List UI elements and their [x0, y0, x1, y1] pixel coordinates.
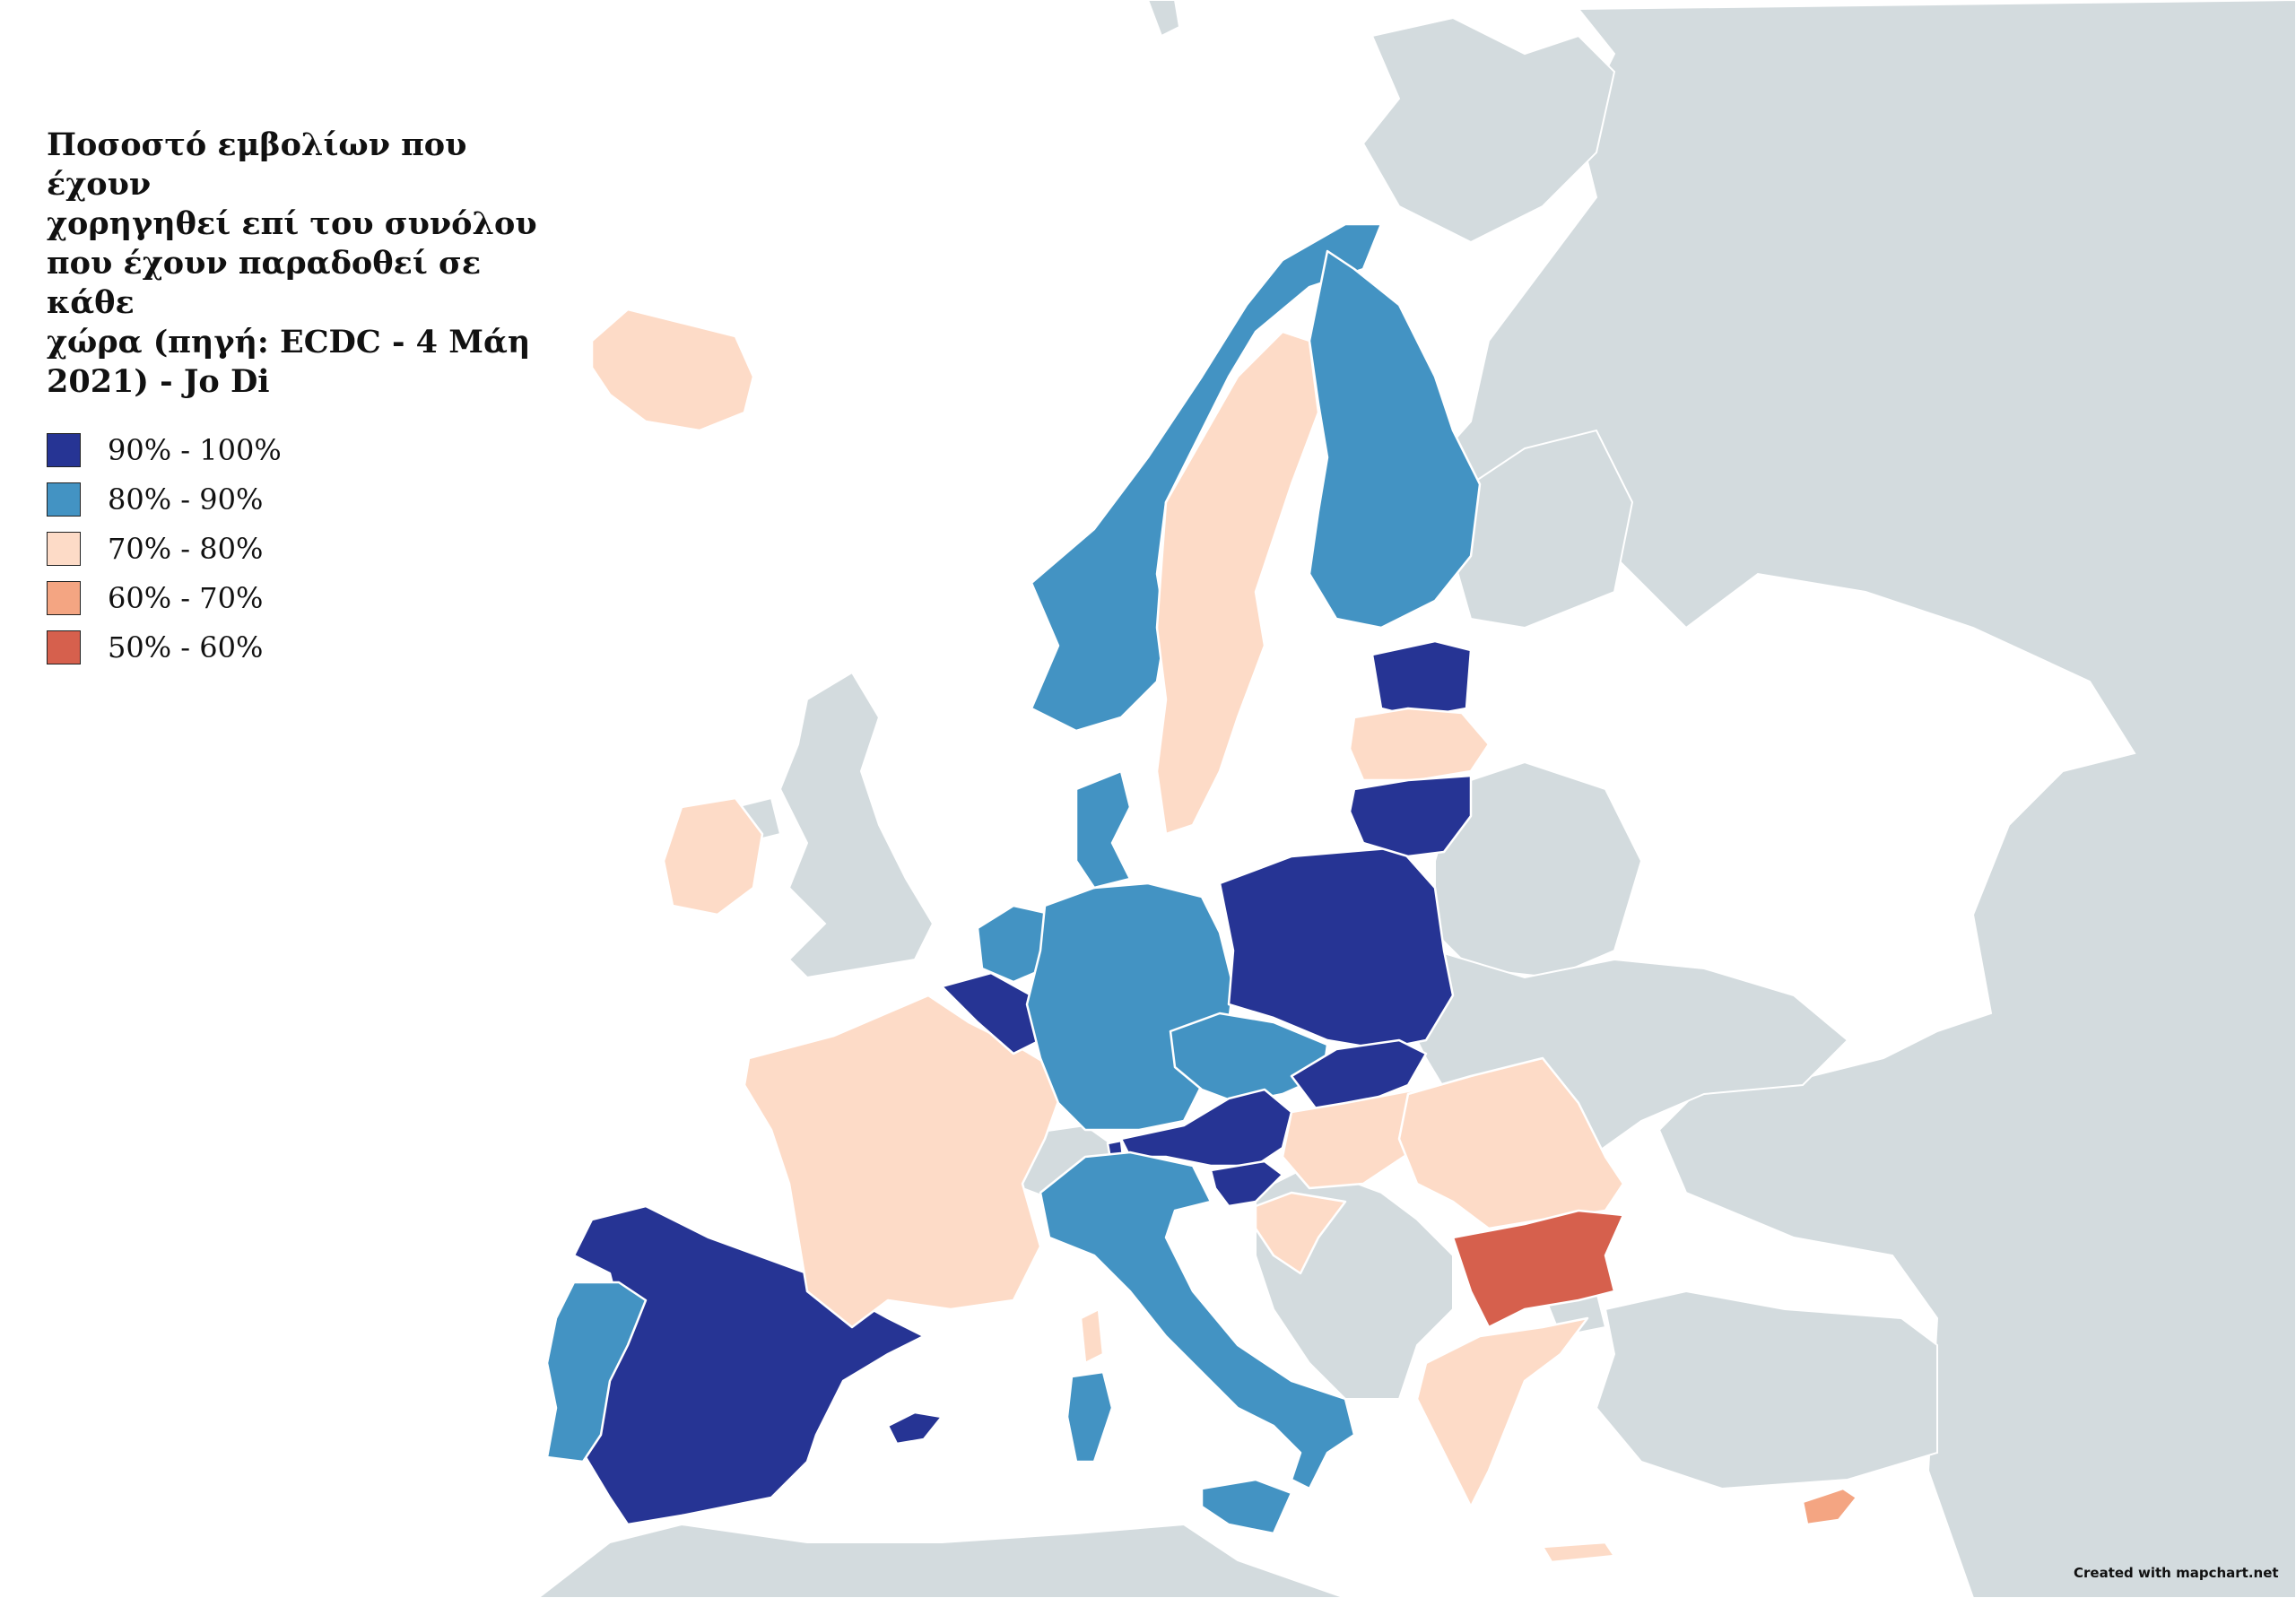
country-lithuania [1348, 774, 1473, 858]
country-sweden [1155, 330, 1320, 836]
country-ireland [662, 796, 764, 916]
map-title: Ποσοστό εμβολίων που έχουν χορηγηθεί επί… [47, 126, 537, 400]
legend-swatch [47, 482, 81, 517]
legend-swatch [47, 531, 81, 566]
kola-karelia [1361, 16, 1616, 244]
country-estonia [1370, 639, 1473, 719]
legend-item: 90% - 100% [47, 425, 549, 474]
country-france-corsica [1079, 1307, 1105, 1365]
no-data-land [536, 0, 2296, 1598]
legend-label: 50% - 60% [108, 630, 264, 664]
country-italy [1039, 1151, 1356, 1490]
country-denmark [1074, 769, 1132, 890]
country-italy-sardinia [1065, 1370, 1114, 1463]
legend-label: 70% - 80% [108, 531, 264, 566]
country-portugal [545, 1281, 648, 1463]
legend-item: 70% - 80% [47, 524, 549, 573]
country-greece [1415, 1316, 1589, 1508]
turkey [1595, 1290, 1938, 1490]
credit-text: Created with mapchart.net [2074, 1565, 2279, 1581]
country-spain-balearic [886, 1411, 944, 1446]
country-cyprus [1801, 1487, 1858, 1526]
legend-swatch [47, 432, 81, 467]
legend: Ποσοστό εμβολίων που έχουν χορηγηθεί επί… [47, 126, 549, 672]
legend-label: 80% - 90% [108, 482, 264, 517]
great-britain [778, 671, 935, 979]
legend-item: 50% - 60% [47, 622, 549, 672]
countries [545, 222, 1858, 1564]
country-slovenia [1209, 1159, 1284, 1208]
country-greece-crete [1541, 1541, 1616, 1564]
country-romania [1397, 1056, 1625, 1230]
legend-items: 90% - 100% 80% - 90% 70% - 80% 60% - 70%… [47, 425, 549, 672]
russia-baltic-region [1451, 429, 1634, 630]
country-croatia [1254, 1191, 1347, 1275]
svalbard-ish [1146, 0, 1181, 38]
legend-swatch [47, 630, 81, 664]
legend-swatch [47, 580, 81, 615]
legend-label: 90% - 100% [108, 432, 282, 467]
legend-item: 80% - 90% [47, 474, 549, 524]
country-italy-sicily [1200, 1478, 1293, 1535]
legend-item: 60% - 70% [47, 573, 549, 622]
country-iceland [590, 308, 755, 432]
country-bulgaria [1451, 1209, 1625, 1329]
country-finland [1308, 249, 1482, 630]
north-africa [536, 1523, 1346, 1598]
legend-label: 60% - 70% [108, 580, 264, 615]
country-latvia [1348, 707, 1491, 782]
country-france [743, 994, 1069, 1329]
